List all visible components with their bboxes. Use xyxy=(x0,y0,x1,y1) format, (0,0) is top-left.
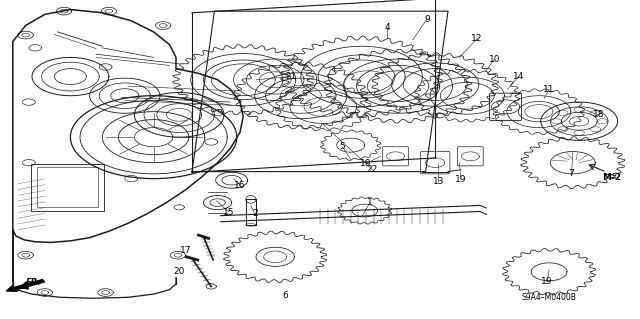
Text: 20: 20 xyxy=(173,267,185,276)
Text: 4: 4 xyxy=(385,23,390,32)
Text: 13: 13 xyxy=(433,177,444,186)
Text: 22: 22 xyxy=(367,165,378,174)
Text: 9: 9 xyxy=(424,15,429,24)
Text: 18: 18 xyxy=(593,110,604,119)
Text: 19: 19 xyxy=(455,175,467,184)
Text: 2: 2 xyxy=(252,209,257,218)
FancyArrow shape xyxy=(6,280,45,291)
Text: FR.: FR. xyxy=(26,278,41,287)
Text: 21: 21 xyxy=(285,72,297,81)
Text: 7: 7 xyxy=(569,169,574,178)
Text: 1: 1 xyxy=(367,198,372,207)
Bar xyxy=(31,164,104,211)
Text: 16: 16 xyxy=(234,181,246,189)
Text: 14: 14 xyxy=(513,72,524,81)
Text: 11: 11 xyxy=(543,85,555,94)
Text: S9A4–M0400B: S9A4–M0400B xyxy=(522,293,577,302)
Text: 19: 19 xyxy=(360,159,372,168)
Text: 10: 10 xyxy=(489,55,500,63)
Text: 6: 6 xyxy=(282,291,287,300)
Text: M-2: M-2 xyxy=(602,173,621,182)
Text: 17: 17 xyxy=(180,246,191,255)
Text: 15: 15 xyxy=(223,208,235,217)
Text: 19: 19 xyxy=(541,277,553,286)
Text: 12: 12 xyxy=(471,34,483,43)
Text: 5: 5 xyxy=(340,142,345,151)
Bar xyxy=(37,167,98,207)
